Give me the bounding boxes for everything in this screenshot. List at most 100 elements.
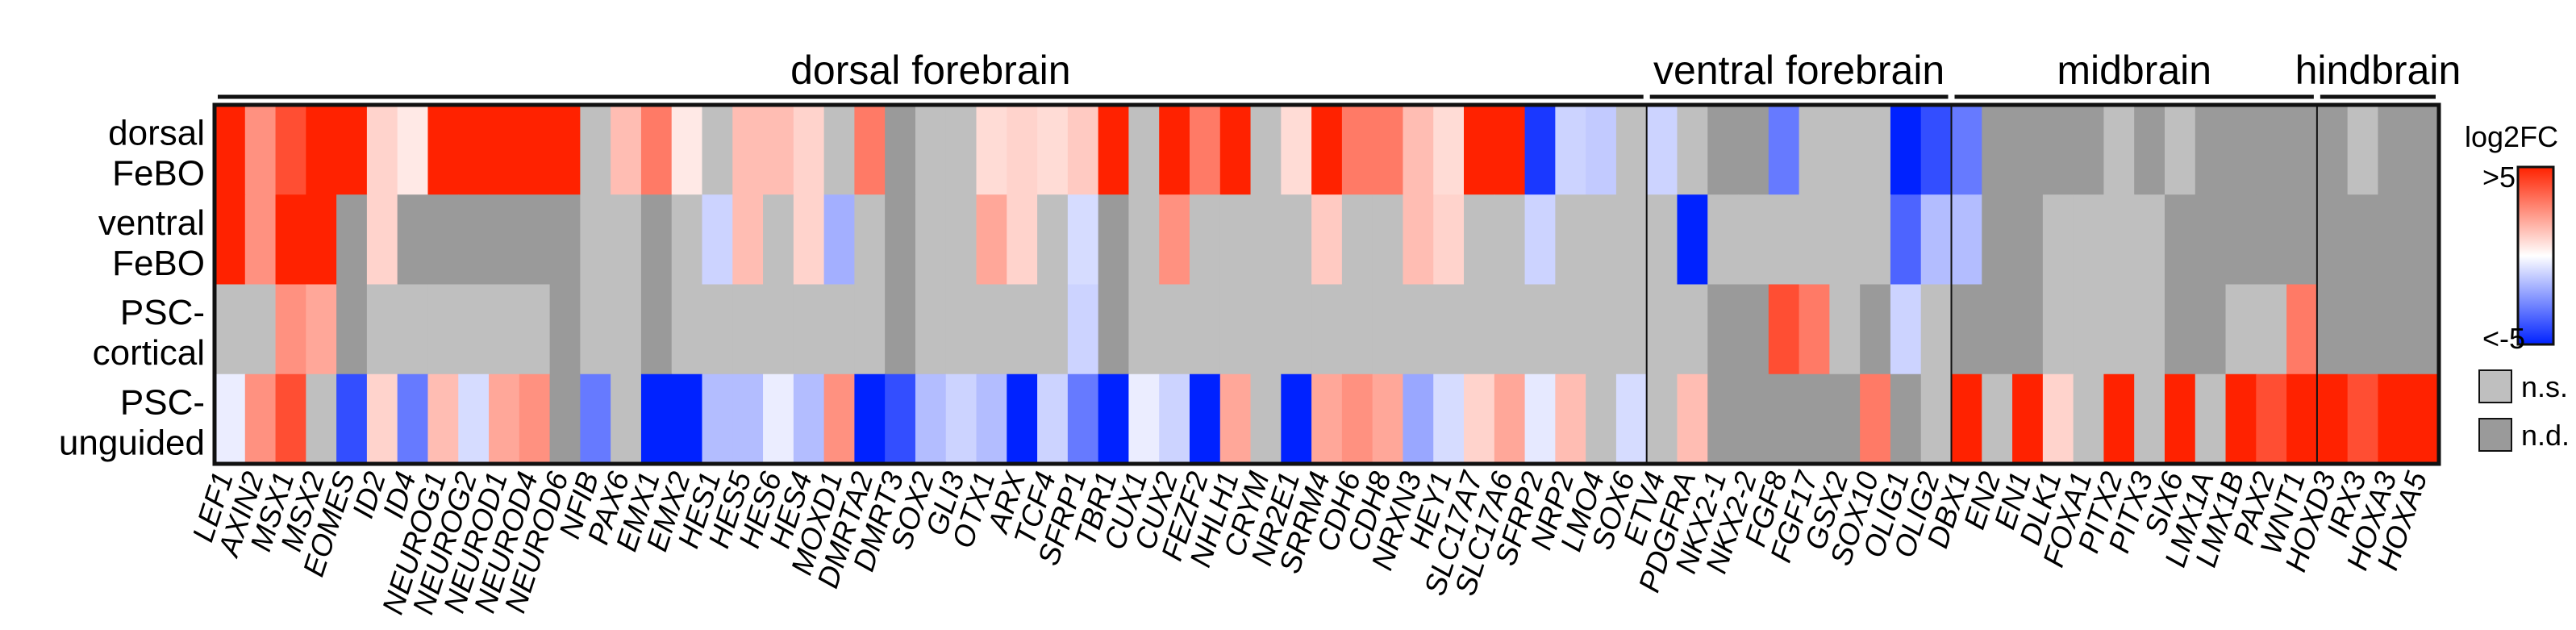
heatmap-cell (1677, 105, 1708, 195)
heatmap-cell (945, 194, 977, 286)
heatmap-cell (2378, 105, 2409, 195)
heatmap-cell (1037, 105, 1069, 195)
heatmap-cell (1159, 194, 1190, 286)
heatmap-cell (1890, 105, 1922, 195)
heatmap-cell (1982, 105, 2013, 195)
region-label: ventral forebrain (1653, 48, 1945, 93)
heatmap-cell (2164, 284, 2196, 375)
heatmap-cell (489, 194, 520, 286)
heatmap-cell (1951, 284, 1982, 375)
heatmap-cell (580, 105, 611, 195)
heatmap-cell (215, 105, 246, 195)
heatmap-cell (580, 284, 611, 375)
heatmap-cell (2195, 284, 2227, 375)
heatmap-cell (1189, 105, 1221, 195)
heatmap-cell (1311, 373, 1343, 465)
heatmap-cell (2195, 373, 2227, 465)
heatmap-cell (976, 284, 1007, 375)
heatmap-cell (519, 373, 551, 465)
heatmap-cell (640, 284, 673, 375)
heatmap-cell (2286, 284, 2318, 375)
heatmap-cell (2134, 105, 2165, 195)
heatmap-cell (1951, 105, 1982, 195)
heatmap-cell (702, 284, 733, 375)
heatmap-cell (1067, 194, 1099, 286)
heatmap-cell (1920, 284, 1953, 375)
heatmap-cell (366, 105, 398, 195)
nd-swatch (2478, 418, 2512, 452)
heatmap-cell (915, 105, 947, 195)
heatmap-cell (2103, 373, 2135, 465)
heatmap-cell (1098, 373, 1130, 465)
heatmap-cell (458, 194, 490, 286)
heatmap-cell (1189, 373, 1221, 465)
heatmap-cell (1951, 194, 1982, 286)
heatmap-cell (2256, 105, 2287, 195)
heatmap-cell (1555, 105, 1586, 195)
heatmap-cell (458, 373, 490, 465)
heatmap-cell (640, 194, 673, 286)
heatmap-cell (1037, 373, 1069, 465)
heatmap-cell (1341, 194, 1373, 286)
heatmap-cell (763, 194, 794, 286)
heatmap-cell (1159, 284, 1190, 375)
heatmap-cell (1555, 194, 1586, 286)
heatmap-cell (1219, 105, 1252, 195)
heatmap-cell (2073, 105, 2105, 195)
heatmap-cell (1372, 194, 1404, 286)
heatmap-cell (1920, 105, 1953, 195)
heatmap-cell (1890, 284, 1922, 375)
heatmap-cell (1555, 373, 1586, 465)
heatmap-cell (366, 284, 398, 375)
heatmap-cell (915, 373, 947, 465)
heatmap-cell (2042, 105, 2074, 195)
heatmap-cell (1311, 105, 1343, 195)
heatmap-cell (1372, 284, 1404, 375)
heatmap-cell (489, 373, 520, 465)
heatmap-cell (1586, 284, 1617, 375)
heatmap-cell (1037, 194, 1069, 286)
heatmap-cell (397, 284, 429, 375)
heatmap-cell (1646, 284, 1678, 375)
heatmap-cell (671, 284, 703, 375)
heatmap-cell (1464, 373, 1495, 465)
heatmap-cell (1007, 284, 1038, 375)
heatmap-cell (2347, 194, 2379, 286)
heatmap-cell (336, 373, 368, 465)
heatmap-cell (1524, 194, 1556, 286)
colorbar-min-label: <-5 (2482, 322, 2525, 355)
heatmap-cell (1829, 373, 1861, 465)
heatmap-cell (1646, 105, 1678, 195)
heatmap-cell (1098, 284, 1130, 375)
heatmap-cell (1494, 284, 1526, 375)
heatmap-cell (1189, 194, 1221, 286)
region-brackets: dorsal forebrain ventral forebrain midbrai… (218, 48, 2461, 99)
heatmap-cell (1281, 284, 1312, 375)
heatmap-cell (1524, 284, 1556, 375)
heatmap-cell (519, 194, 551, 286)
heatmap-cell (2225, 284, 2257, 375)
heatmap-cell (1646, 373, 1678, 465)
heatmap-cell (2256, 284, 2287, 375)
heatmap-cells (215, 105, 2440, 465)
heatmap-cell (1615, 284, 1648, 375)
heatmap-cell (1098, 194, 1130, 286)
heatmap-cell (549, 373, 581, 465)
heatmap-cell (549, 105, 581, 195)
heatmap-cell (2134, 194, 2165, 286)
heatmap-cell (549, 194, 581, 286)
heatmap-cell (1128, 373, 1160, 465)
heatmap-cell (2073, 373, 2105, 465)
heatmap-cell (2225, 373, 2257, 465)
heatmap-cell (215, 284, 246, 375)
heatmap-cell (2256, 194, 2287, 286)
heatmap-cell (580, 194, 611, 286)
heatmap-cell (2164, 105, 2196, 195)
heatmap-cell (275, 105, 306, 195)
heatmap-cell (2286, 373, 2318, 465)
heatmap-cell (671, 194, 703, 286)
region-label: midbrain (2057, 48, 2211, 93)
legend: log2FC >5 <-5 n.s. n.d. (2465, 120, 2570, 452)
heatmap-cell (823, 284, 855, 375)
heatmap-cell (1250, 284, 1282, 375)
